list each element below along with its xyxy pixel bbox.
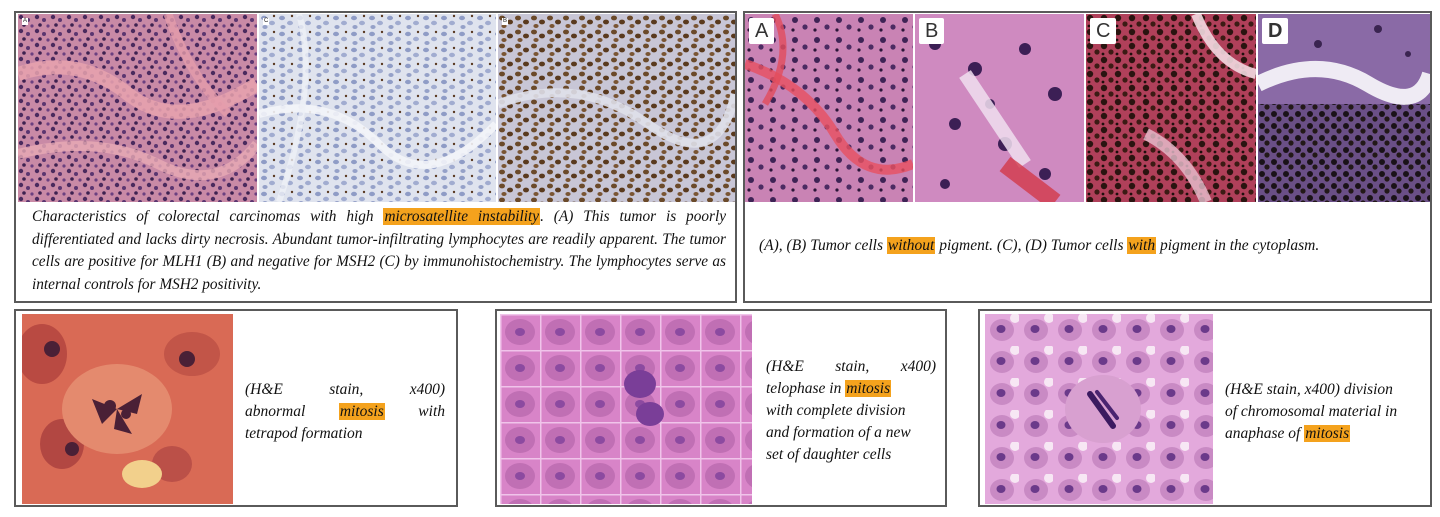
pigment-stain-graphic [1258, 14, 1430, 202]
image-label: C [1090, 18, 1117, 44]
image-label: D [1262, 18, 1289, 44]
figure-panel-msi: A C B Characteristics of colorectal carc… [14, 11, 737, 303]
pigment-stain-graphic [1086, 14, 1256, 202]
histology-image-c: C [259, 14, 496, 202]
caption-line: of chromosomal material in [1225, 403, 1398, 420]
histology-image-a: A [745, 14, 913, 202]
figure-panel-pigment: A B C D (A), (B) Tu [743, 11, 1432, 303]
image-label: B [919, 18, 945, 44]
highlight-term: mitosis [1304, 425, 1351, 442]
histology-image-tetrapod [22, 314, 233, 504]
histology-image-b: B [498, 14, 735, 202]
ihc-mlh1-graphic [498, 14, 735, 202]
highlight-term: with [1127, 237, 1157, 254]
figure-panel-tetrapod-mitosis: (H&E stain, x400) abnormal mitosis with … [14, 309, 458, 507]
caption-line: and formation of a new [766, 424, 911, 441]
he-stain-graphic [985, 314, 1213, 504]
figure-caption-tetrapod: (H&E stain, x400) abnormal mitosis with … [245, 379, 445, 445]
histology-image-telophase [500, 314, 752, 504]
caption-line: (H&E stain, x400) [766, 358, 936, 375]
highlight-term: microsatellite instability [383, 208, 541, 225]
caption-line: tetrapod formation [245, 425, 363, 442]
image-label: A [22, 18, 29, 25]
highlight-term: without [886, 237, 936, 254]
caption-line: set of daughter cells [766, 446, 892, 463]
caption-line: (H&E stain, x400) division [1225, 381, 1393, 398]
figure-caption-telophase: (H&E stain, x400) telophase in mitosis w… [766, 356, 936, 466]
caption-line: with complete division [766, 402, 906, 419]
figure-panel-telophase: (H&E stain, x400) telophase in mitosis w… [495, 309, 947, 507]
image-label: B [502, 18, 509, 25]
ihc-msh2-graphic [259, 14, 496, 202]
caption-line: anaphase of mitosis [1225, 425, 1351, 442]
he-stain-graphic [18, 14, 257, 202]
histology-image-c: C [1086, 14, 1256, 202]
image-label: C [263, 18, 270, 25]
he-stain-graphic [745, 14, 913, 202]
figure-caption-pigment: (A), (B) Tumor cells without pigment. (C… [759, 237, 1320, 254]
histology-image-a: A [18, 14, 257, 202]
he-stain-graphic [915, 14, 1084, 202]
highlight-term: mitosis [338, 403, 385, 420]
figure-caption-anaphase: (H&E stain, x400) division of chromosoma… [1225, 379, 1425, 445]
histology-image-anaphase [985, 314, 1213, 504]
figure-caption-msi: Characteristics of colorectal carcinomas… [32, 208, 726, 293]
he-stain-graphic [500, 314, 752, 504]
figure-panel-anaphase: (H&E stain, x400) division of chromosoma… [978, 309, 1432, 507]
caption-line: telophase in mitosis [766, 380, 892, 397]
image-label: A [749, 18, 775, 44]
histology-image-b: B [915, 14, 1084, 202]
caption-line: abnormal mitosis with [245, 403, 445, 420]
histology-image-d: D [1258, 14, 1430, 202]
he-stain-graphic [22, 314, 233, 504]
highlight-term: mitosis [845, 380, 892, 397]
caption-line: (H&E stain, x400) [245, 381, 445, 398]
